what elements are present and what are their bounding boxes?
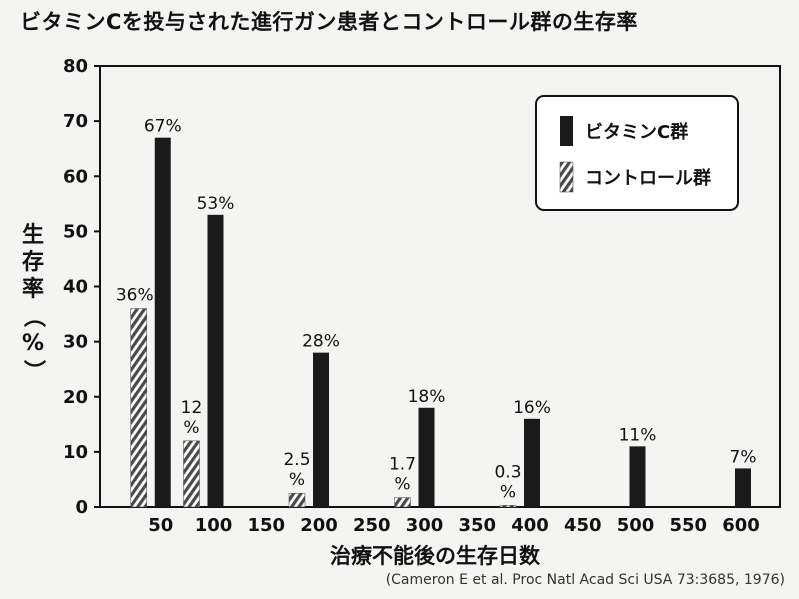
data-label-vitamin-c: 67% bbox=[144, 117, 182, 137]
data-label-control: 12 bbox=[181, 398, 203, 418]
y-tick-label: 50 bbox=[63, 221, 88, 242]
data-label-control: 1.7 bbox=[389, 455, 416, 475]
y-tick-label: 10 bbox=[63, 442, 88, 463]
bar-vitamin-c bbox=[629, 446, 646, 507]
data-label-control-unit: % bbox=[183, 418, 199, 438]
y-tick-label: 80 bbox=[63, 56, 88, 77]
x-tick-label: 500 bbox=[617, 515, 655, 536]
y-axis-label-char: 存 bbox=[21, 250, 44, 275]
x-axis-ticks: 50 100 150 200 250 300 350 400 450 500 550 600 bbox=[148, 515, 760, 536]
y-tick-label: 0 bbox=[75, 497, 88, 518]
x-tick-label: 200 bbox=[300, 515, 338, 536]
y-tick-label: 20 bbox=[63, 387, 88, 408]
data-label-vitamin-c: 16% bbox=[513, 398, 551, 418]
y-axis-ticks: 0 10 20 30 40 50 60 70 80 bbox=[63, 56, 100, 518]
x-tick-label: 350 bbox=[458, 515, 496, 536]
data-label-control-unit: % bbox=[500, 482, 516, 502]
data-label-vitamin-c: 11% bbox=[619, 425, 657, 445]
y-axis-label-char: 生 bbox=[21, 223, 44, 248]
data-label-vitamin-c: 28% bbox=[302, 332, 340, 352]
legend-label-control: コントロール群 bbox=[585, 167, 711, 189]
source-citation: (Cameron E et al. Proc Natl Acad Sci USA… bbox=[385, 572, 785, 588]
x-tick-label: 300 bbox=[406, 515, 444, 536]
bar-vitamin-c bbox=[313, 352, 329, 507]
data-labels: 67%53%28%18%16%11%7%36%12%2.5%1.7%0.3% bbox=[116, 117, 757, 503]
legend-label-vitamin-c: ビタミンC群 bbox=[585, 121, 688, 143]
x-tick-label: 400 bbox=[511, 515, 549, 536]
legend: ビタミンC群 コントロール群 bbox=[535, 95, 739, 211]
bar-control bbox=[499, 505, 517, 508]
bar-control bbox=[130, 308, 147, 508]
y-axis-label: 生 存 率 （ % ） bbox=[18, 222, 48, 384]
legend-swatch-control bbox=[559, 161, 574, 193]
y-tick-label: 60 bbox=[63, 166, 88, 187]
y-axis-label-char: % bbox=[21, 331, 45, 356]
chart-title: ビタミンCを投与された進行ガン患者とコントロール群の生存率 bbox=[20, 10, 638, 34]
bar-vitamin-c bbox=[207, 214, 224, 507]
data-label-control-unit: % bbox=[394, 475, 410, 495]
data-label-control-unit: % bbox=[289, 470, 305, 490]
bars bbox=[130, 137, 751, 508]
data-label-control: 0.3 bbox=[494, 462, 521, 482]
y-axis-label-char: 率 bbox=[21, 277, 44, 302]
bar-control bbox=[183, 440, 200, 508]
bar-vitamin-c bbox=[524, 418, 540, 507]
y-tick-label: 70 bbox=[63, 111, 88, 132]
bar-vitamin-c bbox=[418, 407, 435, 507]
data-label-vitamin-c: 53% bbox=[197, 194, 235, 214]
legend-swatch-vitamin-c bbox=[560, 116, 573, 146]
y-tick-label: 30 bbox=[63, 332, 88, 353]
y-tick-label: 40 bbox=[63, 277, 88, 298]
x-axis-label: 治療不能後の生存日数 bbox=[330, 544, 540, 568]
bar-control bbox=[394, 497, 411, 508]
x-tick-label: 600 bbox=[722, 515, 760, 536]
bar-control bbox=[288, 492, 306, 508]
x-tick-label: 550 bbox=[669, 515, 707, 536]
bar-vitamin-c bbox=[735, 468, 751, 507]
legend-box bbox=[535, 95, 739, 211]
x-tick-label: 150 bbox=[247, 515, 285, 536]
bar-vitamin-c bbox=[154, 137, 171, 507]
data-label-control: 2.5 bbox=[283, 450, 310, 470]
x-tick-label: 450 bbox=[564, 515, 602, 536]
x-tick-label: 50 bbox=[148, 515, 173, 536]
data-label-control: 36% bbox=[116, 286, 154, 306]
x-tick-label: 250 bbox=[353, 515, 391, 536]
data-label-vitamin-c: 18% bbox=[408, 387, 446, 407]
data-label-vitamin-c: 7% bbox=[730, 447, 757, 467]
x-tick-label: 100 bbox=[195, 515, 233, 536]
